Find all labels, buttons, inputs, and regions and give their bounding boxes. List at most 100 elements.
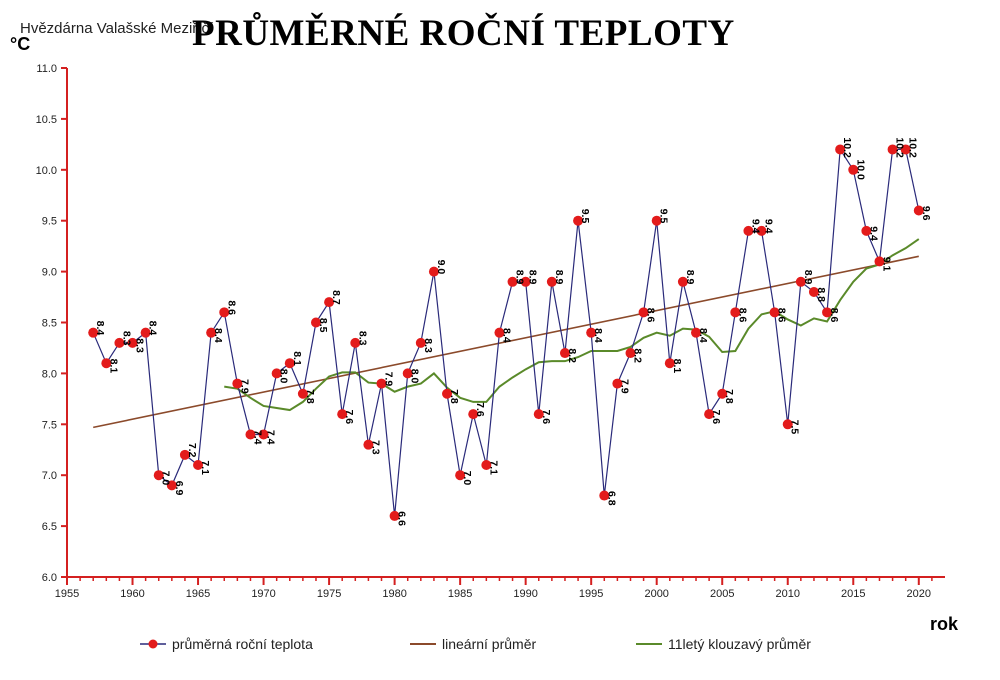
data-labels: 8.48.18.38.38.47.06.97.27.18.48.67.97.4 7… [94,137,932,526]
data-label: 8.9 [514,270,526,285]
data-label: 8.9 [684,270,696,285]
data-point [402,368,413,379]
data-label: 9.4 [867,226,879,241]
x-tick-label: 2020 [907,588,931,600]
data-point [271,368,282,379]
legend-symbol-moving [636,643,662,645]
x-tick-label: 1990 [513,588,537,600]
data-point [179,449,190,460]
data-label: 10.2 [907,137,919,158]
data-point [677,276,688,287]
x-tick-label: 2010 [776,588,800,600]
axes: 6.0 6.5 7.0 7.5 8.0 8.5 9.0 9.5 10.0 10.5 11.0 1955… [36,63,945,600]
x-tick-label: 1965 [186,588,210,600]
data-point [127,337,138,348]
data-point [455,470,466,481]
x-tick-label: 1995 [579,588,603,600]
data-label: 7.5 [789,420,801,435]
data-label: 7.8 [723,389,735,404]
data-point [101,358,112,369]
data-point [258,429,269,440]
data-point [822,307,833,318]
data-point [795,276,806,287]
y-tick-label: 8.5 [42,318,57,330]
data-label: 6.9 [173,481,185,496]
legend-label-linear: lineární průměr [442,636,537,652]
series-moving-average [224,238,920,412]
data-label: 6.6 [396,511,408,526]
data-label: 8.4 [592,328,604,343]
data-label: 8.0 [409,369,421,384]
data-point [324,297,335,308]
data-point [586,327,597,338]
x-tick-label: 1975 [317,588,341,600]
data-point [206,327,217,338]
data-label: 9.5 [579,209,591,224]
linear-average-line [93,255,919,429]
data-point [782,419,793,430]
y-axis-label: °C [10,34,30,54]
data-point [219,307,230,318]
data-point [887,144,898,155]
data-markers [88,144,924,521]
data-label: 8.0 [278,369,290,384]
data-label: 7.9 [618,379,630,394]
x-tick-label: 2015 [841,588,865,600]
data-point [900,144,911,155]
y-tick-label: 9.5 [42,216,57,228]
data-label: 8.2 [631,348,643,363]
data-point [114,337,125,348]
x-tick-label: 1960 [120,588,144,600]
data-label: 7.4 [265,430,277,445]
annual-temperature-line [92,147,920,516]
data-point [874,256,885,267]
data-point [717,388,728,399]
data-label: 7.6 [540,410,552,425]
y-tick-label: 10.5 [36,114,57,126]
y-tick-label: 10.0 [36,165,57,177]
data-point [494,327,505,338]
data-point [573,215,584,226]
series-linear-average [93,255,919,429]
data-label: 7.6 [474,402,486,417]
y-tick-label: 9.0 [42,267,57,279]
data-label: 10.0 [854,159,866,180]
data-label: 8.3 [422,338,434,353]
data-label: 7.1 [487,460,499,475]
data-label: 8.7 [330,290,342,305]
x-tick-label: 1985 [448,588,472,600]
moving-average-line [224,238,920,412]
data-point [245,429,256,440]
source-label: Hvězdárna Valašské Meziříčí [20,20,214,37]
y-tick-label: 11.0 [36,63,57,75]
data-point [166,480,177,491]
data-label: 8.4 [212,328,224,343]
data-label: 9.4 [763,219,775,234]
data-point [193,460,204,471]
data-point [428,266,439,277]
data-label: 8.4 [500,328,512,343]
y-tick-label: 6.0 [42,572,57,584]
data-label: 8.6 [645,308,657,323]
data-point [743,225,754,236]
data-point [835,144,846,155]
data-point [140,327,151,338]
data-point [913,205,924,216]
data-label: 7.0 [160,471,172,486]
x-tick-label: 2005 [710,588,734,600]
x-axis-label: rok [930,614,959,630]
series-annual-temperature [92,147,920,516]
data-label: 7.6 [710,410,722,425]
legend-item-annual: průměrná roční teplota [140,636,313,652]
data-point [638,307,649,318]
data-label: 7.6 [343,410,355,425]
data-point [533,409,544,420]
data-point [559,348,570,359]
data-label: 7.9 [238,379,250,394]
data-label: 9.0 [435,260,447,275]
data-point [481,460,492,471]
data-point [442,388,453,399]
data-label: 9.1 [880,257,892,272]
legend-symbol-linear [410,643,436,645]
y-tick-label: 6.5 [42,521,57,533]
